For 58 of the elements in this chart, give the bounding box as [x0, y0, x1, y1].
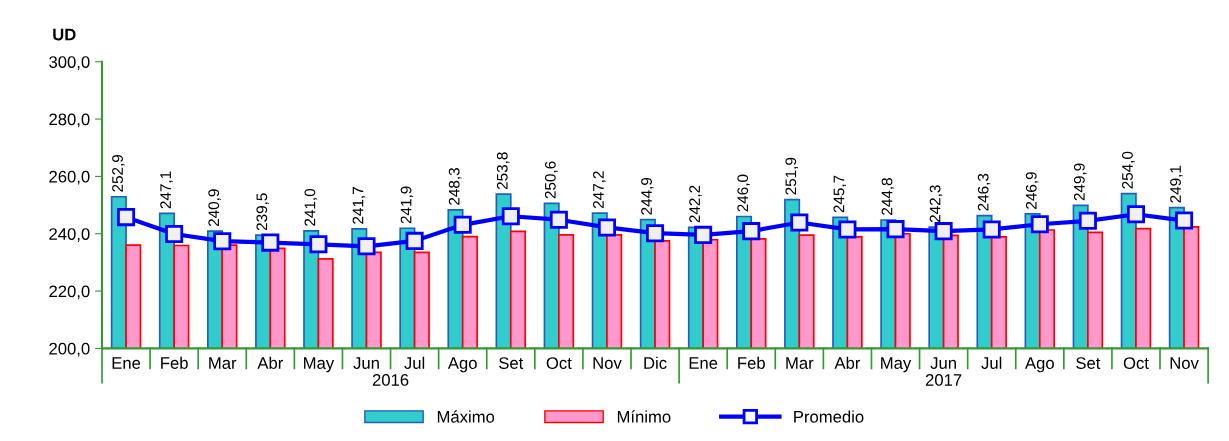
- text: 2017: [925, 374, 962, 386]
- x-tick-label: Set: [1076, 357, 1101, 369]
- y-tick-label: 220,0: [49, 285, 90, 300]
- y-tick-label: 200,0: [49, 342, 90, 357]
- x-tick-label: Ene: [112, 357, 141, 369]
- x-tick-label: Mar: [786, 357, 814, 369]
- data-label: 248,3: [448, 168, 462, 205]
- data-label: 251,9: [785, 157, 799, 195]
- x-tick-label: Ago: [1024, 357, 1054, 373]
- data-label: 240,9: [208, 189, 221, 227]
- x-tick-label: Jul: [981, 356, 1002, 369]
- data-label: 245,7: [833, 175, 847, 213]
- x-tick-label: Ago: [447, 357, 477, 373]
- data-label: 246,0: [737, 174, 750, 212]
- x-tick-label: Oct: [546, 357, 572, 369]
- y-tick-label: 240,0: [49, 228, 90, 242]
- x-tick-label: Abr: [834, 356, 861, 369]
- legend-label: Máximo: [437, 410, 495, 423]
- data-label: 246,3: [977, 173, 991, 211]
- data-label: 239,5: [256, 193, 270, 231]
- x-tick-label: Nov: [1170, 357, 1199, 369]
- x-tick-label: Mar: [209, 357, 237, 369]
- data-label: 254,0: [1122, 151, 1135, 189]
- data-label: 244,8: [881, 178, 895, 215]
- data-label: 241,9: [400, 186, 414, 224]
- text: 2016: [372, 374, 409, 386]
- data-label: 249,1: [1170, 165, 1183, 203]
- x-tick-label: May: [881, 357, 912, 373]
- y-tick-label: 280,0: [49, 113, 90, 128]
- data-label: 242,3: [929, 185, 943, 223]
- x-tick-label: Jul: [404, 356, 425, 369]
- x-tick-label: Oct: [1123, 357, 1149, 369]
- x-tick-label: Feb: [161, 356, 188, 369]
- x-tick-label: Ene: [689, 357, 718, 369]
- data-label: 242,2: [689, 185, 702, 223]
- x-tick-label: Nov: [593, 357, 622, 369]
- x-tick-label: May: [304, 357, 335, 373]
- data-label: 241,7: [352, 187, 366, 224]
- data-label: 253,8: [496, 152, 510, 190]
- y-tick-label: 260,0: [49, 170, 90, 185]
- legend-label: Promedio: [794, 410, 864, 423]
- data-label: 247,2: [593, 171, 606, 209]
- data-label: 246,9: [1025, 172, 1039, 209]
- x-tick-label: Dic: [644, 356, 667, 369]
- x-tick-label: Abr: [257, 356, 284, 369]
- data-label: 252,9: [112, 154, 125, 192]
- x-tick-label: Set: [499, 357, 524, 369]
- x-tick-label: Jun: [353, 357, 379, 369]
- legend-label: Mínimo: [617, 410, 671, 423]
- data-label: 250,6: [544, 161, 558, 199]
- data-label: 241,0: [304, 188, 318, 226]
- data-label: 247,1: [160, 171, 173, 209]
- data-label: 244,9: [641, 177, 654, 215]
- y-axis-title: UD: [53, 28, 76, 41]
- x-tick-label: Feb: [738, 356, 765, 369]
- data-label: 249,9: [1073, 163, 1087, 201]
- x-tick-label: Jun: [930, 357, 956, 369]
- y-tick-label: 300,0: [49, 56, 90, 70]
